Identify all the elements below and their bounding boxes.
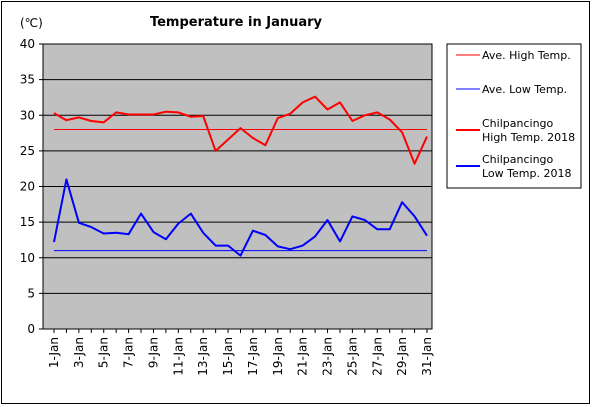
- x-tick-label: 11-Jan: [171, 337, 185, 376]
- x-tick-label: 1-Jan: [47, 337, 61, 368]
- series-group: [53, 95, 428, 257]
- legend-box: [446, 43, 582, 189]
- x-axis: 1-Jan 3-Jan 5-Jan 7-Jan 9-Jan 11-Jan 13-Jan 15-…: [47, 329, 434, 376]
- y-tick-label: 10: [20, 251, 35, 265]
- y-tick-label: 5: [27, 286, 35, 300]
- x-tick-label: 15-Jan: [221, 337, 235, 376]
- x-tick-label: 9-Jan: [146, 337, 160, 368]
- legend: Ave. High Temp. Ave. Low Temp. Chilpancing…: [446, 43, 582, 189]
- y-tick-label: 35: [20, 73, 35, 87]
- grid-lines: [43, 79, 432, 294]
- x-tick-label: 31-Jan: [420, 337, 434, 376]
- y-tick-label: 20: [20, 180, 35, 194]
- legend-label: Ave. High Temp.: [482, 49, 571, 62]
- x-tick-label: 17-Jan: [246, 337, 260, 376]
- y-tick-label: 25: [20, 144, 35, 158]
- chart-title: Temperature in January: [150, 15, 323, 30]
- y-tick-label: 0: [27, 322, 35, 336]
- y-axis-unit: (℃): [20, 16, 43, 30]
- series-line-2: [53, 95, 428, 165]
- x-tick-label: 27-Jan: [370, 337, 384, 376]
- x-tick-label: 7-Jan: [122, 337, 136, 368]
- x-tick-label: 23-Jan: [321, 337, 335, 376]
- y-axis: 0 5 10 15 20 25 30 35 40: [20, 37, 43, 336]
- legend-label: Chilpancingo: [482, 117, 554, 130]
- x-tick-label: 5-Jan: [97, 337, 111, 368]
- x-tick-label: 21-Jan: [296, 337, 310, 376]
- legend-label: Low Temp. 2018: [482, 167, 571, 180]
- y-tick-label: 15: [20, 215, 35, 229]
- y-tick-label: 30: [20, 108, 35, 122]
- x-tick-label: 29-Jan: [395, 337, 409, 376]
- series-line-3: [53, 178, 428, 257]
- x-tick-label: 19-Jan: [271, 337, 285, 376]
- legend-label: Ave. Low Temp.: [482, 83, 567, 96]
- y-tick-label: 40: [20, 37, 35, 51]
- legend-label: Chilpancingo: [482, 153, 554, 166]
- x-tick-label: 13-Jan: [196, 337, 210, 376]
- x-tick-label: 25-Jan: [345, 337, 359, 376]
- legend-label: High Temp. 2018: [482, 131, 575, 144]
- x-tick-label: 3-Jan: [72, 337, 86, 368]
